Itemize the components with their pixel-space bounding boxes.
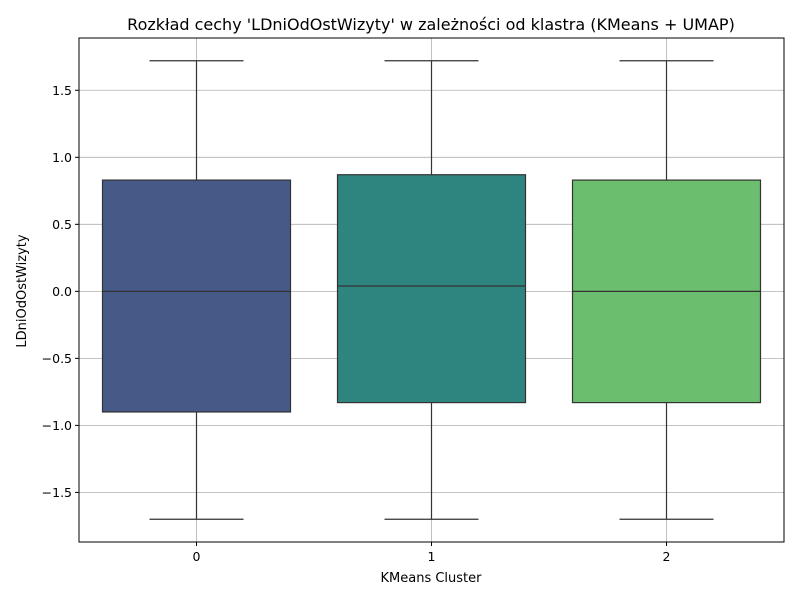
y-tick-label: −1.5 xyxy=(42,485,72,500)
y-tick-label: 0.0 xyxy=(52,284,72,299)
box-iqr xyxy=(336,174,527,404)
y-tick-label: 1.0 xyxy=(52,150,72,165)
box-group-cluster-0 xyxy=(101,60,292,520)
chart-title: Rozkład cechy 'LDniOdOstWizyty' w zależn… xyxy=(127,15,735,34)
y-tick-label: 0.5 xyxy=(52,217,72,232)
y-tick-label: −1.0 xyxy=(42,418,72,433)
x-tick-label: 0 xyxy=(193,549,201,564)
y-tick-label: −0.5 xyxy=(42,351,72,366)
box-group-cluster-2 xyxy=(571,60,762,520)
y-tick-label: 1.5 xyxy=(52,83,72,98)
x-tick-label: 1 xyxy=(428,549,436,564)
box-iqr xyxy=(101,179,292,413)
plot-area: −1.5 −1.0 −0.5 0.0 0.5 1.0 1.5 0 1 2 xyxy=(42,37,785,564)
x-tick-label: 2 xyxy=(663,549,671,564)
box-group-cluster-1 xyxy=(336,60,527,520)
x-axis-label: KMeans Cluster xyxy=(381,571,483,586)
y-axis-label: LDniOdOstWizyty xyxy=(15,234,30,347)
